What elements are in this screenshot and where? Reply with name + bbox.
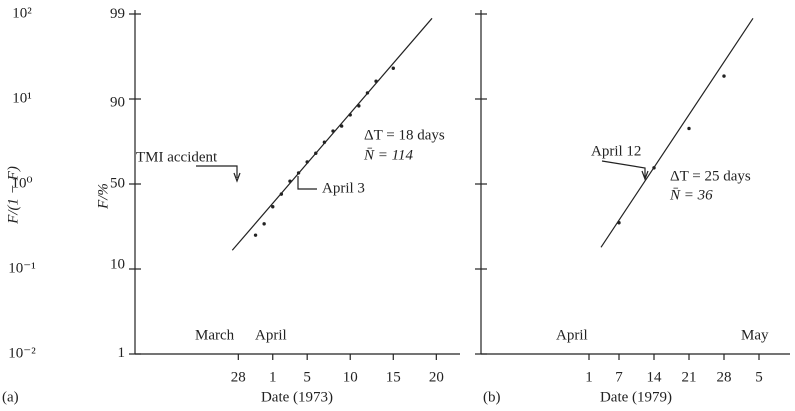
data-point xyxy=(314,151,318,155)
fit-line xyxy=(231,17,433,251)
x-tick-label: 15 xyxy=(386,369,401,385)
annotation: April 12 xyxy=(591,143,641,159)
y-tick-label: 10⁰ xyxy=(11,175,32,191)
y2-axis-label: F/% xyxy=(95,183,111,210)
y2-tick-label: 10 xyxy=(110,257,125,273)
y2-tick-label: 1 xyxy=(118,345,126,361)
annotation: TMI accident xyxy=(136,149,218,165)
data-point xyxy=(331,129,335,133)
data-point xyxy=(296,171,301,175)
data-point xyxy=(374,79,378,83)
annotation-arrow xyxy=(196,165,238,178)
data-point xyxy=(652,166,656,170)
x-tick-label: 5 xyxy=(303,369,311,385)
x-tick-label: 10 xyxy=(343,369,358,385)
x-tick-label: 5 xyxy=(755,369,763,385)
data-point xyxy=(617,221,621,225)
month-label: April xyxy=(556,327,588,343)
data-point xyxy=(271,205,275,209)
data-point xyxy=(391,66,395,70)
annotation: ΔT = 18 days xyxy=(364,127,445,143)
data-point xyxy=(357,104,361,108)
annotation: N̄ = 36 xyxy=(669,187,713,203)
data-point xyxy=(253,233,258,237)
annotation: ΔT = 25 days xyxy=(670,168,751,184)
data-point xyxy=(348,113,352,117)
data-point xyxy=(262,222,266,226)
data-point xyxy=(365,91,370,95)
y-tick-label: 10¹ xyxy=(12,90,32,106)
annotation-arrowhead xyxy=(233,172,241,183)
annotation-arrow xyxy=(601,160,646,177)
y-tick-label: 10² xyxy=(12,5,32,21)
y-tick-label: 10⁻¹ xyxy=(8,260,35,276)
x-tick-label: 21 xyxy=(682,369,697,385)
annotation-arrow xyxy=(297,176,317,190)
x-tick-label: 20 xyxy=(429,369,444,385)
x-tick-label: 1 xyxy=(585,369,593,385)
y2-tick-label: 90 xyxy=(110,94,125,110)
annotation: N̄ = 114 xyxy=(363,147,414,163)
data-point xyxy=(279,192,284,196)
y-axis-label: F/(1 − F) xyxy=(5,166,21,225)
data-point xyxy=(288,179,292,183)
fit-line xyxy=(600,17,754,248)
y-tick-label: 10⁻² xyxy=(8,345,36,361)
data-point xyxy=(722,74,726,78)
month-label: March xyxy=(195,327,235,343)
month-label: April xyxy=(255,327,287,343)
data-point xyxy=(322,140,327,144)
x-tick-label: 1 xyxy=(269,369,277,385)
data-point xyxy=(339,124,344,128)
panel-label: (b) xyxy=(483,389,501,405)
annotation: April 3 xyxy=(322,180,365,196)
x-tick-label: 28 xyxy=(231,369,246,385)
month-label: May xyxy=(741,327,769,343)
x-axis-label: Date (1973) xyxy=(261,389,333,405)
x-tick-label: 7 xyxy=(615,369,623,385)
x-tick-label: 14 xyxy=(647,369,663,385)
panel-label: (a) xyxy=(2,389,19,405)
y2-tick-label: 99 xyxy=(110,6,125,22)
y2-tick-label: 50 xyxy=(110,175,125,191)
data-point xyxy=(305,160,309,164)
annotation-arrowhead xyxy=(641,170,649,181)
data-point xyxy=(687,126,691,131)
x-axis-label: Date (1979) xyxy=(600,389,672,405)
x-tick-label: 28 xyxy=(717,369,732,385)
